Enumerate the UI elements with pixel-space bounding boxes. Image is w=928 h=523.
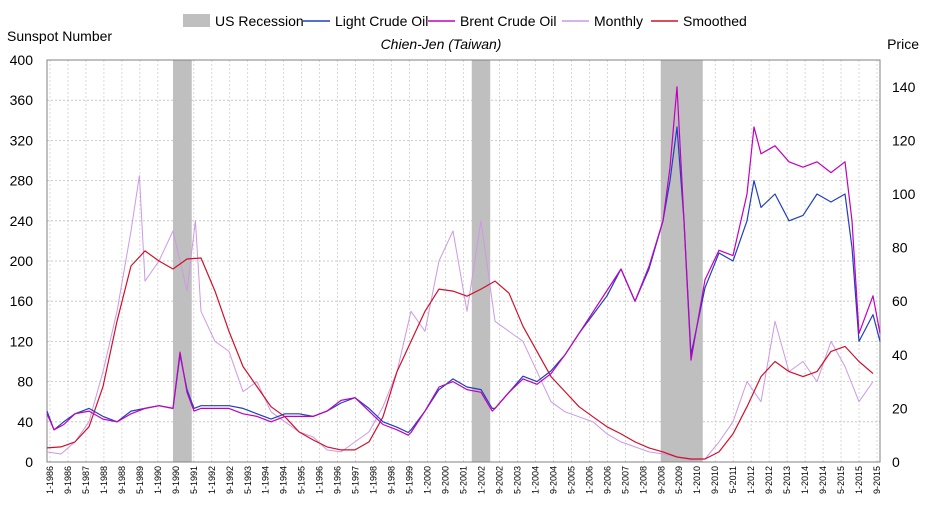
x-tick-label: 9-1994: [279, 466, 289, 494]
legend-swatch-recession: [183, 14, 210, 27]
brent-crude-oil-line: [46, 86, 881, 436]
right-tick-label: 120: [892, 132, 916, 148]
legend: US Recession Light Crude Oil Brent Crude O…: [183, 13, 747, 29]
left-tick-label: 120: [10, 333, 34, 349]
recession-band-2: [471, 60, 491, 462]
right-tick-label: 20: [892, 400, 908, 416]
x-tick-label: 9-1996: [333, 466, 343, 494]
x-tick-label: 5-2013: [782, 466, 792, 494]
x-tick-label: 9-2002: [494, 466, 504, 494]
x-tick-label: 5-2005: [566, 466, 576, 494]
legend-label: Smoothed: [683, 13, 747, 29]
x-tick-label: 1-2012: [746, 466, 756, 494]
x-tick-label: 1-2006: [584, 466, 594, 494]
x-tick-label: 1-2015: [854, 466, 864, 494]
left-axis-ticks: 0 40 80 120 160 200 240 280 320 360 400: [10, 52, 34, 470]
x-tick-label: 9-2006: [602, 466, 612, 494]
x-tick-label: 1-1988: [99, 466, 109, 494]
x-tick-label: 9-1988: [117, 466, 127, 494]
x-axis-ticks: 1-1986 9-1986 5-1987 1-1988 9-1988 5-1989 1-19…: [45, 466, 882, 494]
right-tick-label: 60: [892, 293, 908, 309]
plot-frame: [46, 59, 881, 463]
left-tick-label: 320: [10, 132, 34, 148]
series-lines: [46, 86, 881, 461]
right-tick-label: 0: [892, 454, 900, 470]
gridlines: [47, 60, 880, 462]
legend-label: Brent Crude Oil: [460, 13, 556, 29]
right-tick-label: 80: [892, 240, 908, 256]
right-tick-label: 100: [892, 186, 916, 202]
x-tick-label: 5-2011: [728, 466, 738, 493]
x-tick-label: 9-2008: [656, 466, 666, 494]
x-tick-label: 1-1998: [369, 466, 379, 494]
left-tick-label: 240: [10, 213, 34, 229]
recession-band-1: [173, 60, 192, 462]
x-tick-label: 5-1989: [135, 466, 145, 494]
left-tick-label: 280: [10, 173, 34, 189]
x-tick-label: 9-2012: [764, 466, 774, 494]
x-tick-label: 9-2000: [441, 466, 451, 494]
x-tick-label: 9-2014: [818, 466, 828, 494]
left-tick-label: 160: [10, 293, 34, 309]
left-tick-label: 360: [10, 92, 34, 108]
x-tick-label: 9-1998: [387, 466, 397, 494]
x-tick-label: 5-1997: [351, 466, 361, 494]
left-tick-label: 0: [25, 454, 33, 470]
x-tick-label: 1-2008: [638, 466, 648, 494]
x-tick-label: 5-1987: [81, 466, 91, 494]
x-tick-label: 9-1992: [225, 466, 235, 494]
x-tick-label: 1-2010: [692, 466, 702, 494]
monthly-line: [46, 175, 874, 461]
x-tick-label: 5-1993: [243, 466, 253, 494]
x-tick-label: 1-2014: [800, 466, 810, 494]
left-tick-label: 200: [10, 253, 34, 269]
left-tick-label: 80: [17, 374, 33, 390]
x-tick-label: 5-2009: [674, 466, 684, 494]
x-tick-label: 1-1990: [153, 466, 163, 494]
x-tick-label: 1-1994: [261, 466, 271, 494]
x-tick-label: 5-2001: [459, 466, 469, 494]
left-tick-label: 400: [10, 52, 34, 68]
smoothed-line: [46, 250, 874, 460]
x-tick-label: 1-2000: [423, 466, 433, 494]
left-tick-label: 40: [17, 414, 33, 430]
x-tick-label: 9-2010: [710, 466, 720, 494]
legend-label: US Recession: [215, 13, 304, 29]
x-tick-label: 1-1986: [45, 466, 55, 494]
chart-title: Chien-Jen (Taiwan): [381, 36, 502, 52]
right-tick-label: 140: [892, 79, 916, 95]
x-tick-label: 9-2015: [872, 466, 882, 494]
right-tick-label: 40: [892, 347, 908, 363]
x-tick-label: 1-1992: [207, 466, 217, 494]
x-tick-label: 5-1995: [297, 466, 307, 494]
x-tick-label: 1-1996: [315, 466, 325, 494]
recession-bands: [173, 60, 703, 462]
left-axis-label: Sunspot Number: [7, 28, 112, 44]
x-tick-label: 9-1986: [63, 466, 73, 494]
x-tick-label: 5-2003: [512, 466, 522, 494]
x-tick-label: 1-2002: [476, 466, 486, 494]
legend-label: Monthly: [594, 13, 643, 29]
x-tick-label: 5-1999: [405, 466, 415, 494]
x-tick-label: 5-2007: [620, 466, 630, 494]
x-tick-label: 9-1990: [171, 466, 181, 494]
right-axis-ticks: 0 20 40 60 80 100 120 140: [892, 79, 916, 470]
right-axis-label: Price: [887, 36, 919, 52]
x-tick-label: 1-2004: [530, 466, 540, 494]
x-tick-label: 5-1991: [189, 466, 199, 494]
legend-label: Light Crude Oil: [335, 13, 428, 29]
x-tick-label: 9-2004: [548, 466, 558, 494]
x-tick-label: 5-2015: [836, 466, 846, 494]
